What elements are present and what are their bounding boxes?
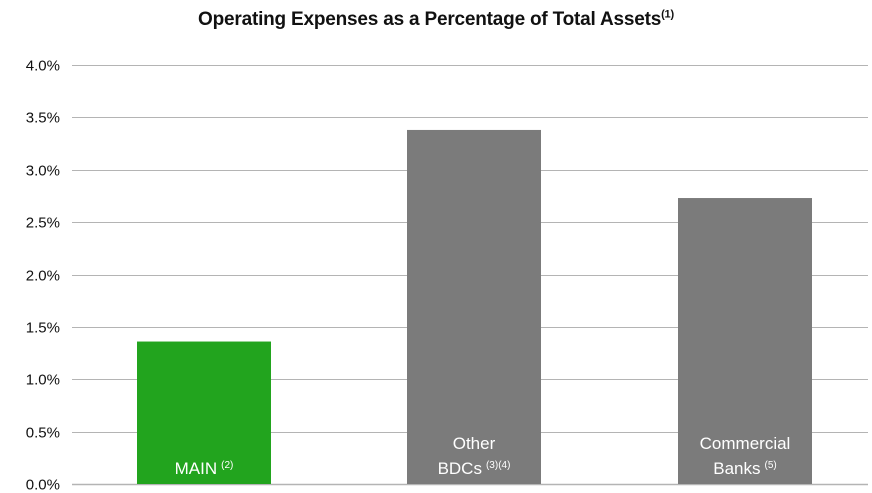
bar-label-text: MAIN [175,459,218,478]
y-tick-label: 2.5% [26,215,60,232]
bar-labels: MAIN (2) Other BDCs (3)(4) Commercial Banks (5) [175,434,791,478]
chart-title: Operating Expenses as a Percentage of To… [0,9,872,31]
y-tick-label: 4.0% [26,58,60,75]
y-tick-label: 3.0% [26,163,60,180]
bars [137,129,812,484]
bar-label: Banks (5) [713,459,776,478]
bar-label-superscript: (5) [765,460,777,471]
y-tick-label: 1.5% [26,320,60,337]
bar-label-text: BDCs [438,459,482,478]
bar-label: BDCs (3)(4) [438,459,511,478]
y-axis-ticks: 0.0% 0.5% 1.0% 1.5% 2.0% 2.5% 3.0% 3.5% 4.0% [26,58,60,493]
bar-label: Other [453,434,496,453]
y-tick-label: 0.0% [26,477,60,493]
y-tick-label: 2.0% [26,268,60,285]
bar-label-text: Other [453,434,496,453]
bar [678,198,812,484]
y-tick-label: 3.5% [26,110,60,127]
bar-label-text: Commercial [700,434,791,453]
bar-label-text: Banks [713,459,760,478]
bar-label: MAIN (2) [175,459,234,478]
chart-title-text: Operating Expenses as a Percentage of To… [198,9,662,30]
y-tick-label: 1.0% [26,372,60,389]
bar [407,129,541,484]
bar-label-superscript: (2) [221,460,233,471]
bar-label-superscript: (3)(4) [486,460,510,471]
bar [137,341,271,484]
bar-label: Commercial [700,434,791,453]
chart-title-superscript: (1) [661,8,674,21]
y-tick-label: 0.5% [26,425,60,442]
